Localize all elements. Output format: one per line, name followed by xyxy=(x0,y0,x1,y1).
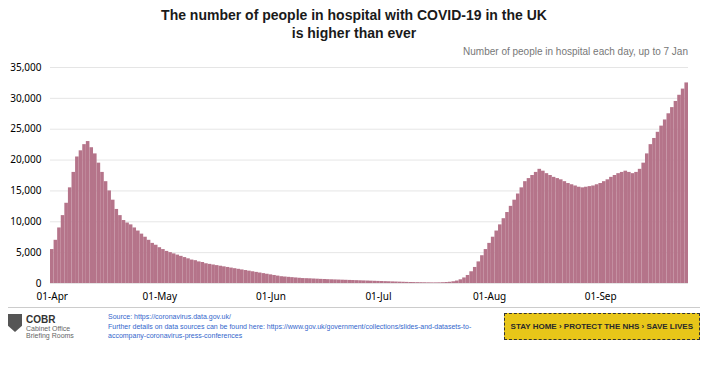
svg-text:30,000: 30,000 xyxy=(10,91,42,105)
html-text:Further details on data source: Further details on data sources can be f… xyxy=(108,322,472,330)
html-text:Briefing Rooms: Briefing Rooms xyxy=(26,332,74,339)
svg-text:01-Jun: 01-Jun xyxy=(256,289,286,303)
svg-text:01-Aug: 01-Aug xyxy=(473,289,506,303)
html-text:COBR: COBR xyxy=(26,314,56,325)
svg-text:5,000: 5,000 xyxy=(16,245,42,259)
html-text:STAY HOME › PROTECT THE NHS ›: STAY HOME › PROTECT THE NHS › SAVE LIVES xyxy=(510,322,693,331)
svg-text:01-Jul: 01-Jul xyxy=(365,289,391,303)
svg-text:15,000: 15,000 xyxy=(10,184,42,198)
html-text:The number of people in hospit: The number of people in hospital with CO… xyxy=(161,7,547,42)
html-text:accompany-coronavirus-press-co: accompany-coronavirus-press-conferences xyxy=(108,332,243,340)
svg-text:01-Sep: 01-Sep xyxy=(585,289,617,303)
html-text:Number of people in hospital e: Number of people in hospital each day, u… xyxy=(463,46,688,58)
svg-text:01-May: 01-May xyxy=(143,289,178,303)
svg-text:10,000: 10,000 xyxy=(10,214,42,228)
html-text:Source: https://coronavirus.da: Source: https://coronavirus.data.gov.uk/ xyxy=(108,313,231,321)
svg-text:25,000: 25,000 xyxy=(10,122,42,136)
svg-text:01-Apr: 01-Apr xyxy=(37,289,68,303)
svg-text:0: 0 xyxy=(36,276,42,290)
svg-text:20,000: 20,000 xyxy=(10,153,42,167)
svg-text:35,000: 35,000 xyxy=(10,60,42,74)
html-text:Cabinet Office: Cabinet Office xyxy=(26,325,71,332)
